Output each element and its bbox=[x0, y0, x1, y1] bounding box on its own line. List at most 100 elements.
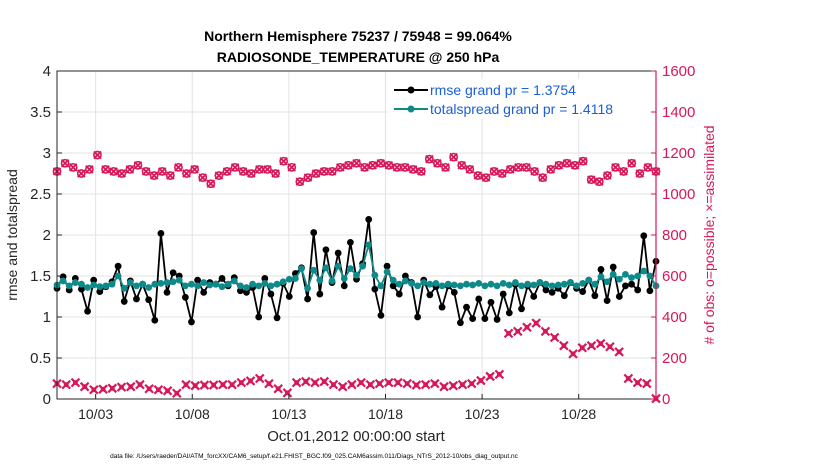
obs-possible-cross bbox=[198, 173, 207, 182]
rmse-point bbox=[371, 285, 379, 293]
legend-entry-rmse: rmse grand pr = 1.3754 bbox=[430, 82, 576, 98]
obs-possible-cross bbox=[595, 177, 604, 186]
totalspread-point bbox=[90, 281, 98, 289]
rmse-point bbox=[414, 313, 422, 321]
totalspread-point bbox=[628, 274, 635, 282]
rmse-point bbox=[603, 297, 611, 304]
obs-possible-cross bbox=[627, 159, 636, 168]
obs-assimilated-center bbox=[432, 381, 438, 387]
obs-assimilated-center bbox=[192, 383, 198, 389]
obs-possible-cross bbox=[570, 161, 580, 170]
rmse-point bbox=[133, 295, 140, 303]
totalspread-point bbox=[291, 275, 299, 282]
obs-possible-cross bbox=[376, 159, 386, 168]
totalspread-point bbox=[243, 284, 250, 291]
rmse-point bbox=[615, 293, 623, 300]
rmse-point bbox=[163, 289, 171, 296]
totalspread-point bbox=[640, 267, 648, 275]
obs-assimilated-center bbox=[589, 343, 594, 349]
totalspread-point bbox=[408, 279, 415, 287]
obs-assimilated-center bbox=[303, 379, 309, 384]
totalspread-point bbox=[634, 272, 642, 280]
totalspread-point bbox=[505, 281, 513, 289]
obs-assimilated-center bbox=[478, 378, 484, 383]
totalspread-point bbox=[603, 278, 611, 286]
totalspread-point bbox=[579, 279, 587, 287]
rmse-point bbox=[518, 305, 525, 313]
totalspread-point bbox=[493, 282, 501, 290]
obs-assimilated-center bbox=[248, 378, 253, 384]
obs-possible-cross bbox=[635, 169, 645, 178]
obs-assimilated-center bbox=[441, 384, 447, 390]
obs-assimilated-center bbox=[414, 382, 419, 388]
rmse-point bbox=[120, 298, 128, 305]
rmse-point bbox=[96, 288, 104, 295]
y-left-tick-label: 0 bbox=[43, 391, 51, 408]
data-file-footnote: data file: /Users/raeder/DAI/ATM_forcXX/… bbox=[110, 453, 519, 460]
y-left-tick-label: 1 bbox=[43, 309, 51, 326]
obs-possible-cross bbox=[60, 159, 70, 168]
obs-possible-point bbox=[392, 162, 402, 172]
obs-possible-cross bbox=[538, 173, 547, 182]
obs-possible-point bbox=[489, 167, 499, 176]
obs-possible-cross bbox=[360, 163, 369, 172]
totalspread-point bbox=[175, 276, 183, 284]
obs-possible-cross bbox=[449, 152, 458, 162]
obs-possible-cross bbox=[230, 163, 240, 172]
obs-assimilated-center bbox=[423, 382, 429, 388]
obs-possible-point bbox=[93, 150, 102, 160]
rmse-point bbox=[481, 315, 489, 323]
obs-possible-cross bbox=[85, 165, 94, 174]
obs-assimilated-center bbox=[349, 382, 355, 388]
rmse-point bbox=[285, 293, 293, 300]
totalspread-point bbox=[310, 266, 318, 274]
rmse-point bbox=[340, 282, 348, 290]
rmse-point bbox=[267, 290, 275, 298]
totalspread-point bbox=[133, 282, 140, 290]
totalspread-point bbox=[432, 279, 440, 287]
totalspread-point bbox=[78, 280, 85, 288]
legend-entry-totalspread: totalspread grand pr = 1.4118 bbox=[430, 101, 613, 117]
obs-possible-point bbox=[562, 158, 572, 168]
rmse-point bbox=[622, 282, 629, 290]
obs-possible-cross bbox=[611, 163, 620, 172]
obs-possible-point bbox=[295, 177, 305, 187]
totalspread-point bbox=[114, 272, 122, 280]
obs-assimilated-center bbox=[73, 380, 78, 385]
rmse-point bbox=[114, 262, 122, 270]
totalspread-point bbox=[567, 279, 574, 286]
obs-assimilated-center bbox=[174, 390, 180, 396]
obs-possible-cross bbox=[546, 165, 556, 174]
totalspread-point bbox=[487, 280, 495, 288]
series-layer bbox=[52, 150, 661, 404]
obs-possible-cross bbox=[222, 167, 232, 176]
obs-possible-point bbox=[117, 169, 127, 178]
obs-possible-point bbox=[408, 164, 418, 174]
x-axis-label: Oct.01,2012 00:00:00 start bbox=[267, 428, 445, 445]
obs-possible-point bbox=[287, 162, 297, 172]
totalspread-point bbox=[236, 282, 244, 290]
obs-possible-cross bbox=[190, 165, 199, 174]
obs-assimilated-center bbox=[515, 328, 521, 334]
obs-possible-cross bbox=[400, 163, 410, 172]
obs-possible-point bbox=[109, 167, 119, 176]
obs-possible-cross bbox=[417, 167, 426, 176]
obs-possible-cross bbox=[166, 171, 175, 180]
obs-possible-point bbox=[457, 160, 467, 170]
totalspread-point bbox=[108, 280, 116, 288]
rmse-point bbox=[310, 229, 318, 236]
totalspread-point bbox=[548, 282, 556, 290]
totalspread-point bbox=[224, 280, 232, 288]
totalspread-point bbox=[450, 281, 458, 289]
obs-assimilated-center bbox=[533, 320, 539, 326]
obs-possible-point bbox=[513, 162, 523, 172]
obs-possible-cross bbox=[425, 154, 434, 164]
totalspread-point bbox=[585, 276, 593, 284]
obs-assimilated-center bbox=[377, 381, 382, 387]
totalspread-point bbox=[304, 284, 312, 292]
obs-possible-point bbox=[279, 156, 289, 166]
obs-possible-point bbox=[497, 169, 507, 178]
y-left-tick-label: 1.5 bbox=[30, 268, 51, 285]
obs-possible-cross bbox=[311, 169, 321, 178]
legend-box bbox=[388, 79, 651, 119]
